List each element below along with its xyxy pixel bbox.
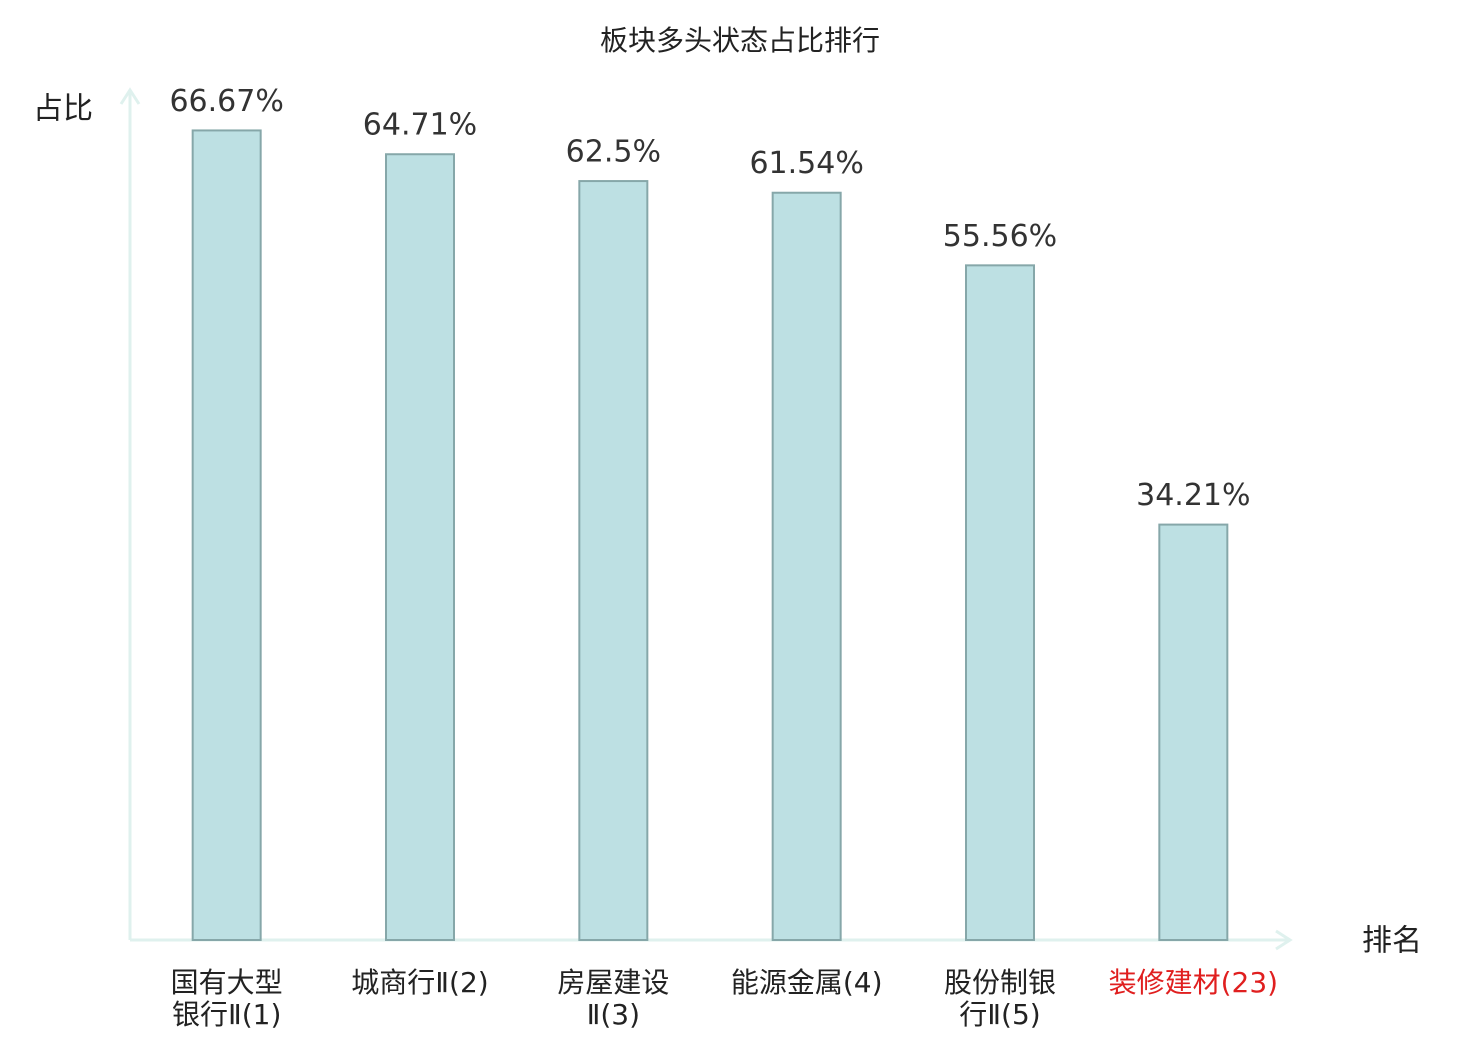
bar bbox=[771, 191, 842, 941]
value-label: 61.54% bbox=[749, 146, 863, 181]
bar bbox=[578, 180, 649, 942]
value-label: 55.56% bbox=[943, 219, 1057, 254]
bar bbox=[385, 153, 455, 941]
y-axis-label: 占比 bbox=[33, 92, 93, 127]
y-axis-arrow bbox=[119, 87, 141, 105]
value-label: 64.71% bbox=[363, 108, 477, 143]
x-tick-label: 能源金属(4) bbox=[731, 966, 883, 999]
value-label: 66.67% bbox=[169, 84, 283, 119]
x-tick-label: 装修建材(23) bbox=[1109, 966, 1278, 999]
x-tick-label: 国有大型银行Ⅱ(1) bbox=[171, 966, 283, 1031]
x-tick-label: 房屋建设 Ⅱ(3) bbox=[557, 966, 669, 1031]
value-label: 62.5% bbox=[566, 135, 661, 170]
x-tick-label: 股份制银行Ⅱ(5) bbox=[944, 966, 1056, 1031]
x-tick-label: 城商行Ⅱ(2) bbox=[351, 966, 488, 999]
bar bbox=[1158, 523, 1229, 941]
bar bbox=[191, 129, 262, 941]
value-label: 34.21% bbox=[1136, 478, 1250, 513]
bar bbox=[965, 264, 1035, 942]
chart-title: 板块多头状态占比排行 bbox=[600, 24, 880, 57]
x-axis-arrow bbox=[1275, 929, 1293, 951]
x-axis-label: 排名 bbox=[1362, 924, 1422, 959]
